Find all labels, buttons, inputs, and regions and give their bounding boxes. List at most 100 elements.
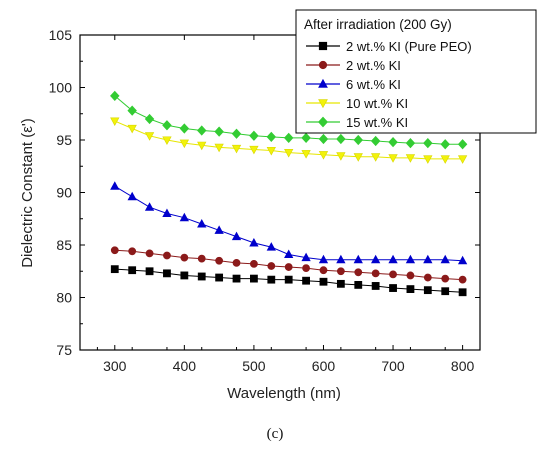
x-axis-label: Wavelength (nm) <box>227 385 341 402</box>
data-point <box>353 134 363 146</box>
data-point <box>319 266 328 275</box>
legend-entry: 6 wt.% KI <box>306 77 401 92</box>
x-tick-label: 800 <box>451 358 475 374</box>
data-point <box>145 267 154 276</box>
y-tick-label: 100 <box>49 80 73 96</box>
data-point <box>284 249 294 258</box>
data-point <box>127 191 137 201</box>
legend-label: 2 wt.% KI (Pure PEO) <box>346 39 472 54</box>
series-1 <box>110 265 467 297</box>
y-tick-label: 90 <box>56 185 72 201</box>
data-point <box>231 231 242 241</box>
data-point <box>423 254 433 264</box>
legend-box <box>295 9 537 134</box>
data-point <box>371 269 380 278</box>
data-point <box>353 254 363 264</box>
series-layer <box>110 90 468 297</box>
series-3 <box>110 181 468 265</box>
y-tick-label: 105 <box>49 27 73 43</box>
data-point <box>162 120 172 131</box>
data-point <box>301 132 311 144</box>
data-point <box>197 141 207 151</box>
data-point <box>249 145 259 155</box>
data-point <box>423 286 432 295</box>
data-point <box>336 152 346 161</box>
data-point <box>318 133 329 145</box>
data-point <box>440 155 450 164</box>
data-point <box>371 282 380 290</box>
legend-label: 2 wt.% KI <box>346 58 401 73</box>
data-point <box>180 253 189 262</box>
x-tick-label: 500 <box>242 358 266 374</box>
data-point <box>354 280 363 289</box>
legend-marker <box>318 78 328 88</box>
data-point <box>163 269 171 278</box>
data-point <box>423 155 433 164</box>
data-point <box>145 249 154 258</box>
data-point <box>128 247 137 256</box>
data-point <box>110 117 120 127</box>
legend-marker <box>318 41 328 51</box>
data-point <box>389 270 397 279</box>
data-point <box>405 254 416 264</box>
data-point <box>179 139 189 149</box>
series-2 <box>110 246 467 284</box>
data-point <box>318 151 329 160</box>
data-point <box>267 262 276 270</box>
data-point <box>353 153 363 162</box>
data-point <box>215 273 224 282</box>
data-point <box>405 154 416 163</box>
data-point <box>301 150 311 159</box>
data-point <box>458 288 467 297</box>
data-point <box>162 136 172 145</box>
data-point <box>249 237 259 247</box>
data-point <box>406 285 415 293</box>
data-point <box>302 276 310 285</box>
legend-marker <box>318 99 328 109</box>
data-point <box>266 131 277 142</box>
y-tick-label: 95 <box>56 132 72 148</box>
legend-marker <box>318 60 328 70</box>
y-axis-label: Dielectric Constant (ε') <box>19 118 36 268</box>
data-point <box>440 139 450 150</box>
data-point <box>231 128 242 139</box>
data-point <box>267 275 276 284</box>
x-tick-label: 600 <box>312 358 336 374</box>
data-point <box>197 219 207 228</box>
y-tick-label: 75 <box>56 342 72 358</box>
data-point <box>232 258 241 267</box>
data-point <box>319 277 328 286</box>
data-point <box>110 265 119 274</box>
y-tick-label: 85 <box>56 237 72 253</box>
data-point <box>214 126 224 137</box>
data-point <box>371 153 381 162</box>
x-tick-label: 400 <box>173 358 197 374</box>
data-point <box>214 143 224 153</box>
data-point <box>284 275 293 284</box>
data-point <box>162 208 172 218</box>
data-point <box>232 274 241 283</box>
data-point <box>144 113 155 125</box>
data-point <box>283 132 294 144</box>
data-point <box>231 144 242 154</box>
data-point <box>128 266 137 275</box>
data-point <box>388 154 398 163</box>
data-point <box>163 251 171 260</box>
data-point <box>284 149 294 158</box>
data-point <box>144 132 155 141</box>
data-point <box>180 271 189 280</box>
data-point <box>250 274 258 283</box>
data-point <box>457 155 468 164</box>
data-point <box>110 90 120 102</box>
data-point <box>423 138 433 149</box>
data-point <box>215 256 224 265</box>
data-point <box>457 139 468 150</box>
data-point <box>336 279 345 288</box>
data-point <box>214 225 224 234</box>
data-point <box>250 259 258 268</box>
legend-entry: 2 wt.% KI (Pure PEO) <box>306 39 472 54</box>
data-point <box>388 136 398 148</box>
data-point <box>110 246 119 255</box>
data-point <box>127 105 137 116</box>
